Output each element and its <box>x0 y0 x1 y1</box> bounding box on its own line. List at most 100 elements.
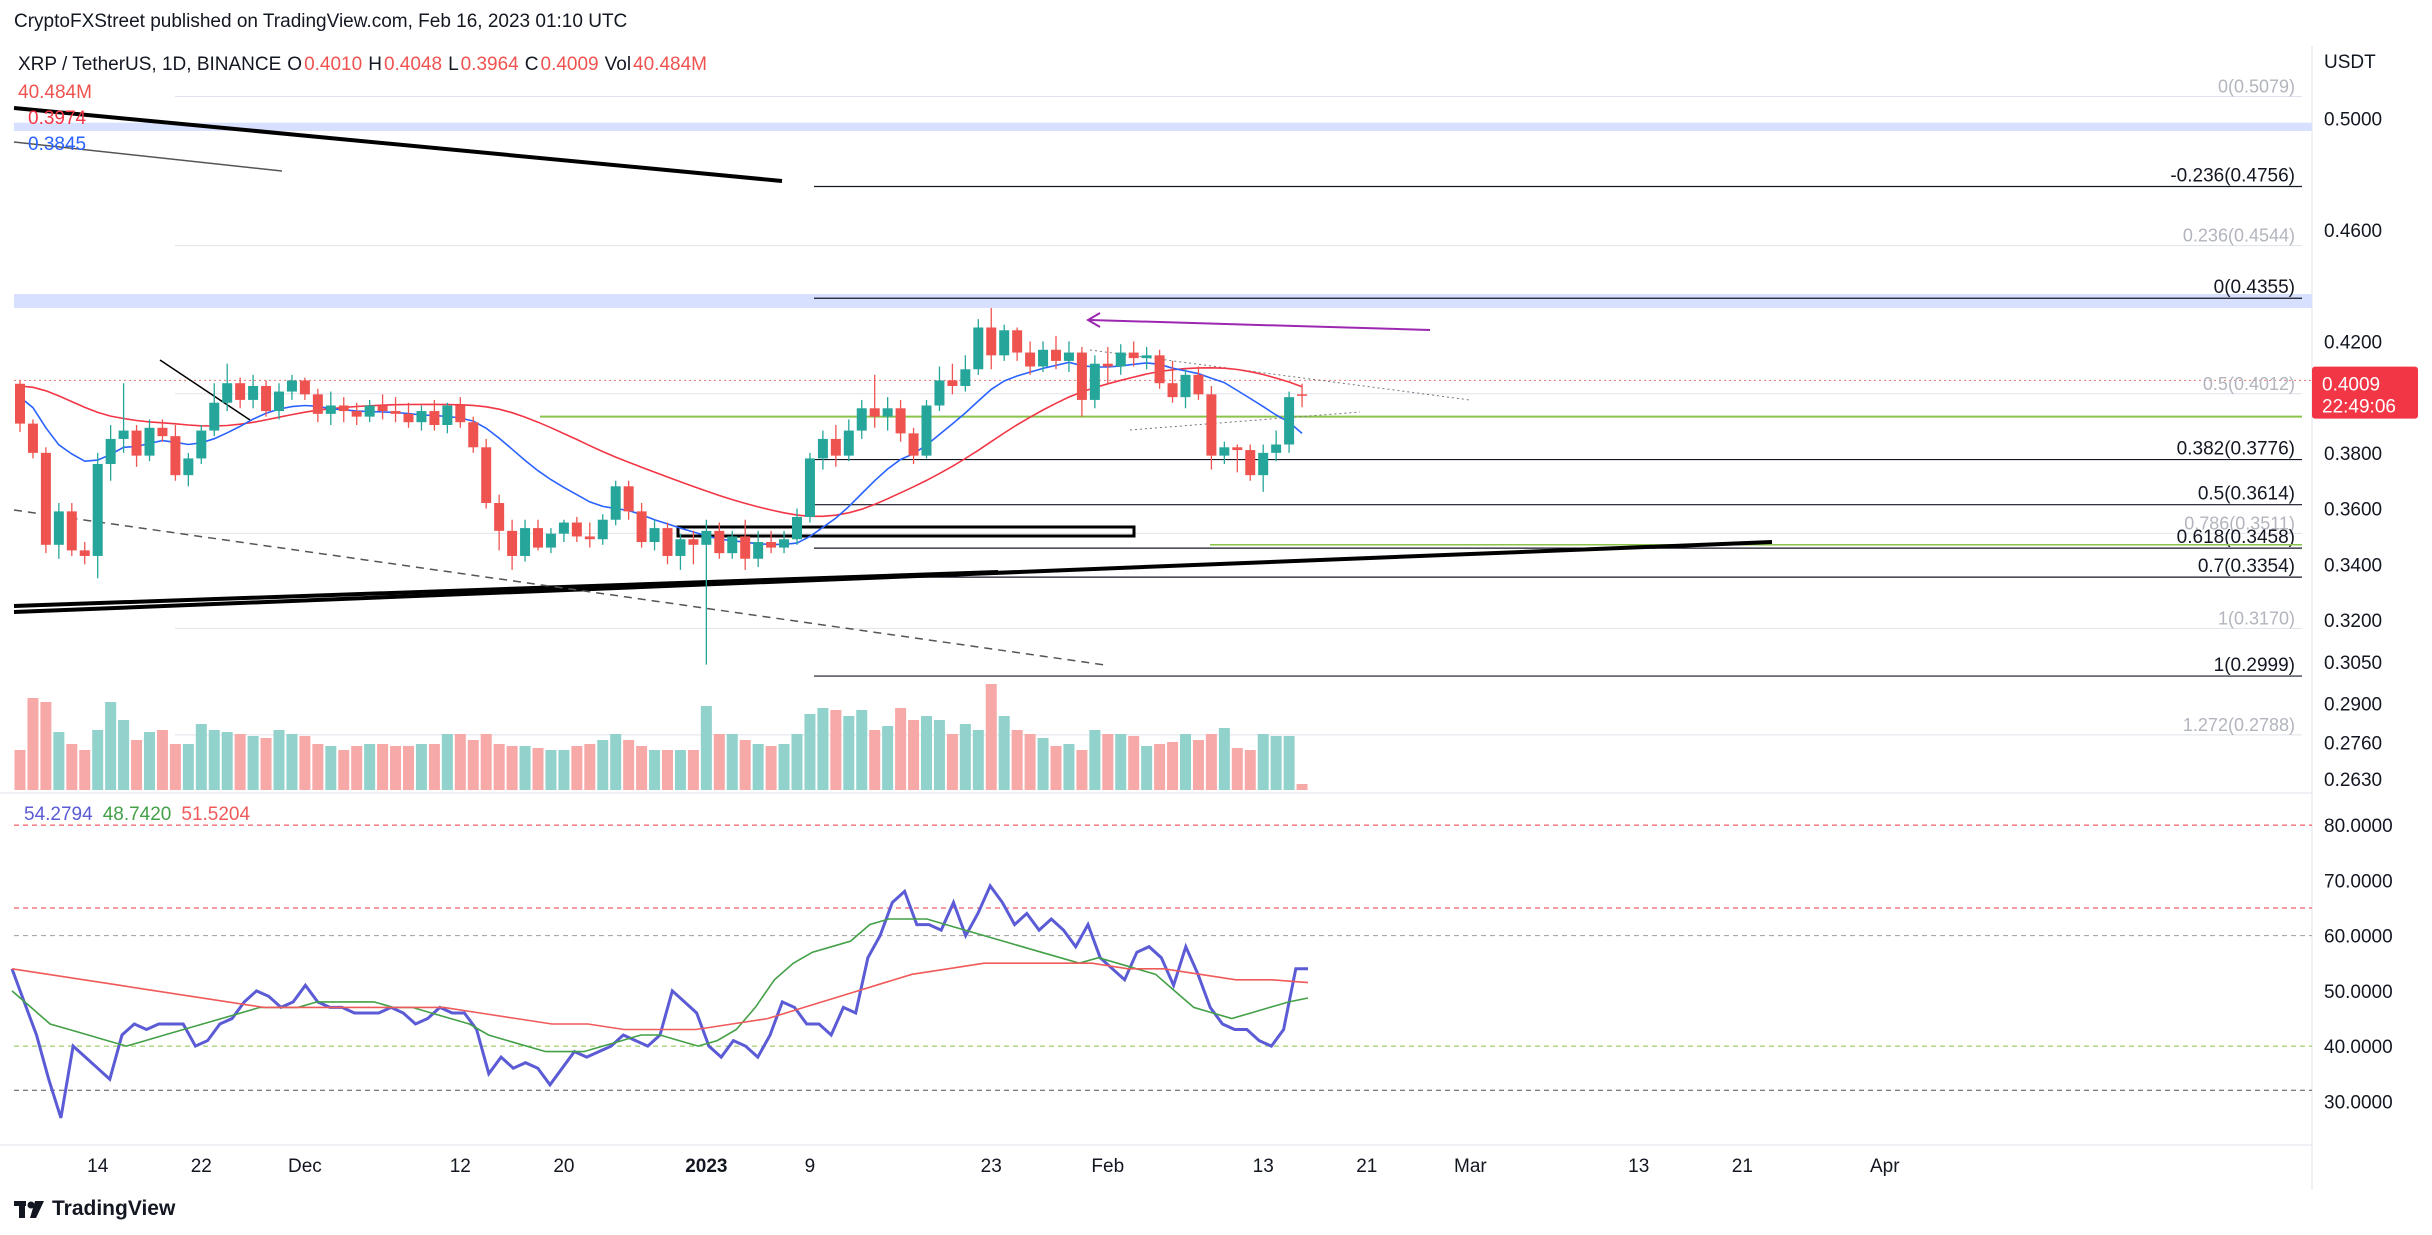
candle-body <box>636 511 647 543</box>
volume-bar <box>493 744 505 790</box>
price-tick-label: 0.3600 <box>2324 500 2382 521</box>
volume-bar <box>234 734 246 790</box>
price-tick-label: 0.2900 <box>2324 695 2382 716</box>
fib-label: 0.5(0.3614) <box>2198 484 2295 505</box>
candle-body <box>261 385 272 412</box>
volume-bar <box>1050 746 1062 790</box>
volume-bar <box>66 744 78 790</box>
legend-vol-label: Vol <box>605 54 631 75</box>
candle-body <box>779 539 790 548</box>
candle-body <box>558 522 569 534</box>
volume-bar <box>1063 744 1075 790</box>
candle-body <box>312 394 323 414</box>
trendline-dashed <box>13 509 1106 666</box>
volume-bar <box>144 732 155 790</box>
x-tick-label: 23 <box>981 1156 1002 1177</box>
rsi-line <box>10 882 1308 1119</box>
candle-body <box>623 486 634 512</box>
volume-bar <box>27 698 39 790</box>
volume-bar <box>1257 734 1269 790</box>
volume-bar <box>959 724 971 790</box>
currency-label: USDT <box>2324 52 2376 73</box>
volume-bar <box>14 750 26 790</box>
ma-fast-line <box>19 361 1303 546</box>
candle-body <box>27 423 38 453</box>
legend-volume: 40.484M <box>18 82 92 103</box>
volume-bar <box>584 744 596 790</box>
rsi-tick-label: 80.0000 <box>2324 816 2393 837</box>
candle-body <box>1012 330 1023 353</box>
candle-body <box>714 530 725 554</box>
candle-body <box>53 511 64 545</box>
rsi-slow-line <box>11 962 1309 1031</box>
volume-bar <box>454 734 466 790</box>
candle-body <box>1206 394 1217 456</box>
volume-bar <box>998 716 1010 790</box>
candle-body <box>144 427 155 456</box>
candle-body <box>766 542 777 548</box>
candle-body <box>15 383 25 424</box>
candle-body <box>481 447 492 504</box>
rsi-legend-value: 54.2794 <box>24 804 93 825</box>
candle-body <box>416 411 427 423</box>
volume-bar <box>972 730 984 790</box>
volume-bar <box>377 744 389 790</box>
volume-bar <box>674 750 686 790</box>
candle-body <box>830 438 841 456</box>
volume-bar <box>1270 736 1282 790</box>
x-tick-label: 21 <box>1356 1156 1377 1177</box>
candle-body <box>973 327 984 370</box>
rsi-tick-label: 50.0000 <box>2324 982 2393 1003</box>
legend-o-label: O <box>287 54 302 75</box>
candle-body <box>222 383 233 403</box>
ma-slow-line <box>19 366 1303 518</box>
purple-arrow <box>1089 319 1431 331</box>
volume-bar <box>467 740 479 790</box>
candle-body <box>338 405 349 412</box>
volume-bar <box>869 730 881 790</box>
candle-body <box>183 458 194 476</box>
volume-bar <box>53 732 65 790</box>
volume-bar <box>195 724 207 790</box>
x-tick-label: 20 <box>553 1156 574 1177</box>
volume-bar <box>169 744 181 790</box>
volume-bar <box>623 740 635 790</box>
volume-bar <box>636 746 648 790</box>
x-tick-label: Feb <box>1091 1156 1124 1177</box>
candle-body <box>727 536 738 554</box>
volume-bar <box>765 746 777 790</box>
candle-body <box>494 503 505 531</box>
volume-bar <box>403 746 414 790</box>
x-tick-label: 9 <box>805 1156 816 1177</box>
candle-body <box>675 539 686 556</box>
volume-bar <box>1205 734 1217 790</box>
candle-body <box>1271 444 1282 453</box>
candle-body <box>1063 352 1074 361</box>
legend-o-value: 0.4010 <box>304 54 362 75</box>
volume-bar <box>532 748 544 790</box>
volume-bar <box>118 720 130 790</box>
candle-body <box>610 486 621 520</box>
candle-body <box>1115 352 1126 367</box>
volume-bar <box>1167 742 1179 790</box>
volume-bar <box>933 720 945 790</box>
publisher-line: CryptoFXStreet published on TradingView.… <box>14 11 628 32</box>
volume-bar <box>895 708 907 790</box>
candle-body <box>79 550 90 556</box>
rsi-tick-label: 60.0000 <box>2324 927 2393 948</box>
volume-bar <box>843 716 855 790</box>
candle-body <box>662 528 673 556</box>
candle-body <box>325 405 336 414</box>
candle-body <box>533 528 543 548</box>
x-tick-label: 13 <box>1253 1156 1274 1177</box>
candle-body <box>235 383 246 400</box>
candle-body <box>1128 352 1139 359</box>
candle-body <box>934 380 945 406</box>
current-price-tag <box>2312 366 2418 419</box>
volume-bar <box>506 746 518 790</box>
candle-body <box>157 427 168 437</box>
candle-body <box>895 408 906 434</box>
volume-bar <box>299 736 311 790</box>
candle-body <box>92 464 103 556</box>
